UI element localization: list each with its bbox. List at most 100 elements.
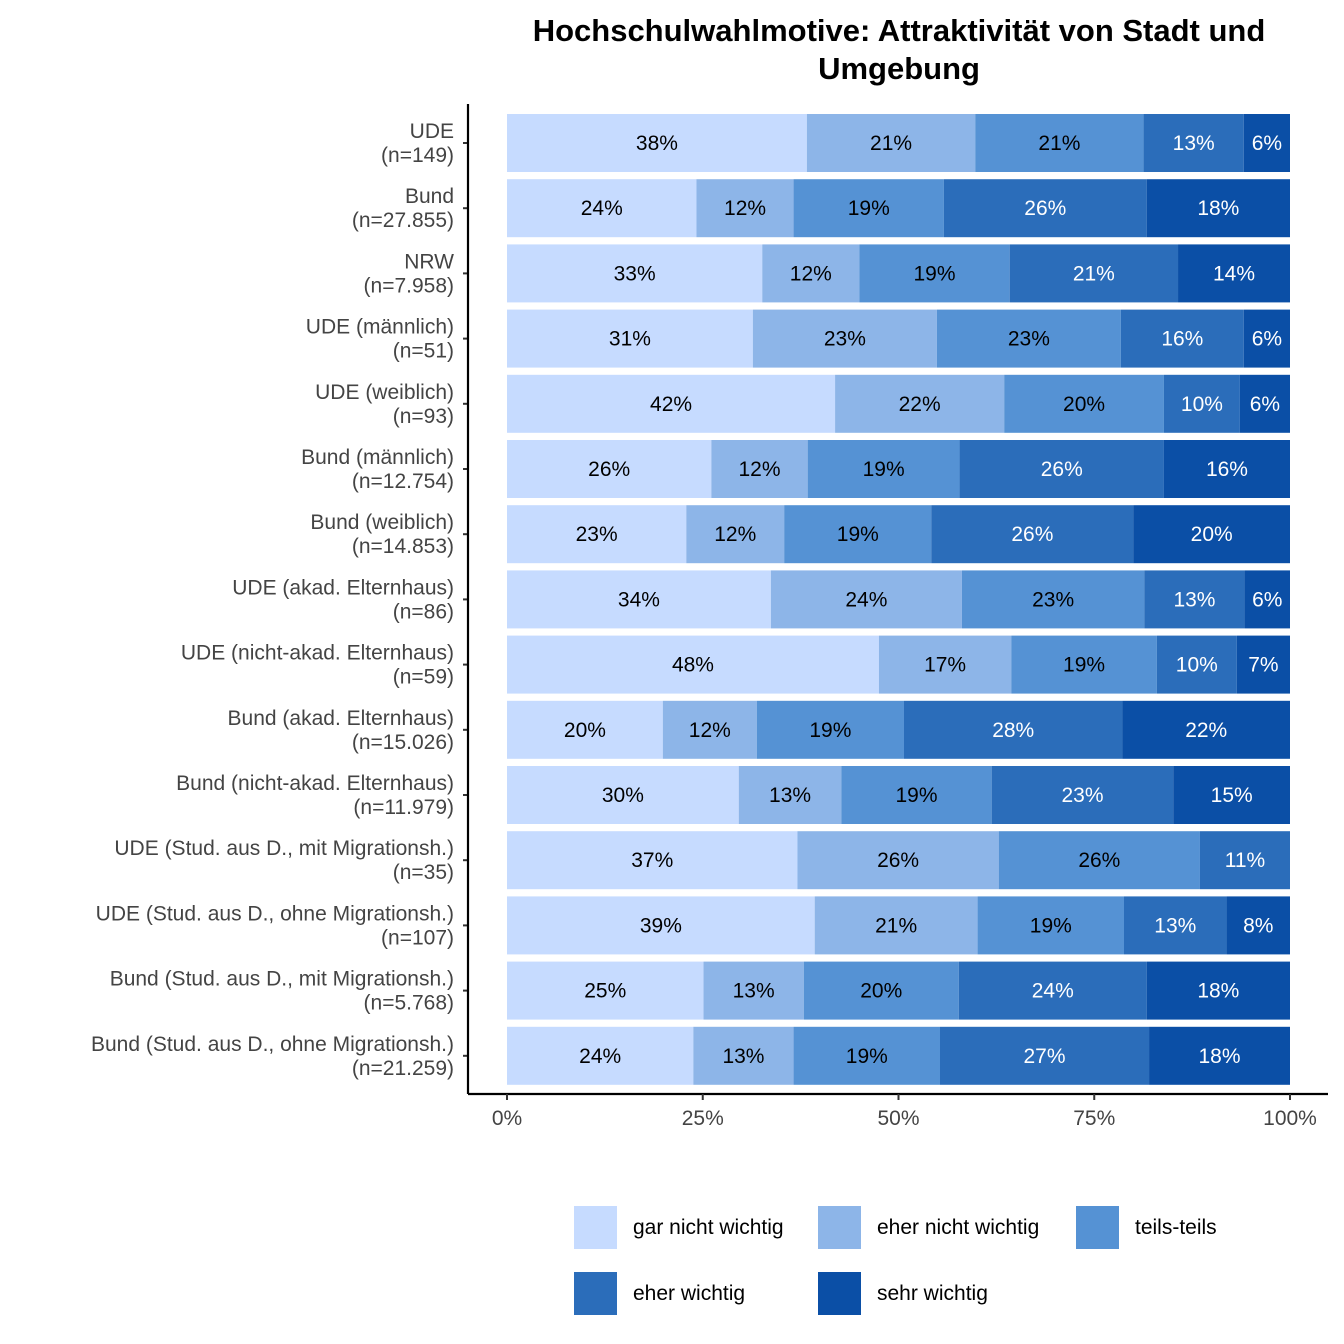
y-tick-label-n: (n=15.026) xyxy=(352,731,454,754)
bar-data-label: 6% xyxy=(1252,328,1282,351)
bar-segment-sehr-wichtig xyxy=(1133,505,1290,564)
legend-label-eher-wichtig: eher wichtig xyxy=(633,1281,746,1305)
bar-segment-sehr-wichtig xyxy=(1236,635,1290,694)
bar-segment-gar-nicht-wichtig xyxy=(507,896,815,955)
legend-label-gar-nicht-wichtig: gar nicht wichtig xyxy=(633,1215,784,1239)
bar-segment-sehr-wichtig xyxy=(1146,179,1290,238)
bar-segment-gar-nicht-wichtig xyxy=(507,179,697,238)
bar-segment-gar-nicht-wichtig xyxy=(507,570,771,629)
bar-segment-gar-nicht-wichtig xyxy=(507,505,687,564)
bar-segment-gar-nicht-wichtig xyxy=(507,635,879,694)
bar-data-label: 26% xyxy=(1024,197,1066,220)
bar-data-label: 19% xyxy=(895,784,937,807)
chart-title: Hochschulwahlmotive: Attraktivität von S… xyxy=(468,12,1330,88)
bars-group xyxy=(507,114,1290,1085)
bar-segment-sehr-wichtig xyxy=(1149,1026,1290,1085)
bar-data-label: 18% xyxy=(1197,197,1239,220)
bar-data-label: 34% xyxy=(618,588,660,611)
bar-data-label: 18% xyxy=(1199,1045,1241,1068)
bar-segment-teils-teils xyxy=(793,179,944,238)
legend-item-teils-teils: teils-teils xyxy=(1076,1206,1217,1249)
y-tick-label-n: (n=51) xyxy=(393,340,454,363)
bar-data-label: 21% xyxy=(1073,262,1115,285)
bar-data-label: 23% xyxy=(824,328,866,351)
bar-data-label: 13% xyxy=(1173,588,1215,611)
bar-segment-sehr-wichtig xyxy=(1226,896,1290,955)
bar-segment-teils-teils xyxy=(803,961,959,1020)
bar-data-label: 26% xyxy=(588,458,630,481)
bar-segment-eher-wichtig xyxy=(1156,635,1237,694)
y-tick-label-n: (n=5.768) xyxy=(364,992,454,1015)
bar-data-label: 7% xyxy=(1248,654,1278,677)
y-tick-label: UDE (akad. Elternhaus) xyxy=(232,576,454,599)
y-tick-label-n: (n=93) xyxy=(393,405,454,428)
bar-data-label: 23% xyxy=(1061,784,1103,807)
legend-item-sehr-wichtig: sehr wichtig xyxy=(818,1272,988,1315)
bar-data-label: 24% xyxy=(581,197,623,220)
bar-data-label: 12% xyxy=(790,262,832,285)
bar-segment-sehr-wichtig xyxy=(1163,440,1290,498)
bar-segment-teils-teils xyxy=(807,440,960,498)
bar-segment-sehr-wichtig xyxy=(1122,700,1290,759)
bar-data-label: 30% xyxy=(602,784,644,807)
bar-data-label: 28% xyxy=(992,719,1034,742)
bar-data-label: 22% xyxy=(1185,719,1227,742)
bar-segment-eher-wichtig xyxy=(1144,570,1245,629)
y-tick-label: UDE (Stud. aus D., mit Migrationsh.) xyxy=(114,837,454,860)
bar-data-label: 13% xyxy=(1173,132,1215,155)
x-tick-label: 25% xyxy=(682,1107,724,1130)
bar-data-label: 19% xyxy=(848,197,890,220)
bar-data-label: 24% xyxy=(1032,980,1074,1003)
bar-segment-eher-nicht-wichtig xyxy=(752,309,937,368)
bar-segment-gar-nicht-wichtig xyxy=(507,440,712,498)
bar-segment-teils-teils xyxy=(841,766,992,824)
bar-data-label: 42% xyxy=(650,393,692,416)
bar-data-label: 24% xyxy=(579,1045,621,1068)
y-tick-label: Bund (akad. Elternhaus) xyxy=(228,707,454,730)
bar-segment-eher-nicht-wichtig xyxy=(696,179,794,238)
y-tick-label-n: (n=21.259) xyxy=(352,1057,454,1080)
bar-segment-teils-teils xyxy=(1011,635,1157,694)
bar-segment-gar-nicht-wichtig xyxy=(507,831,798,890)
bar-data-label: 20% xyxy=(1191,523,1233,546)
y-tick-label-n: (n=86) xyxy=(393,600,454,623)
legend-item-eher-wichtig: eher wichtig xyxy=(574,1272,745,1315)
x-tick-label: 100% xyxy=(1263,1107,1317,1130)
bar-segment-eher-nicht-wichtig xyxy=(703,961,804,1020)
bar-data-label: 20% xyxy=(564,719,606,742)
y-tick-label: UDE (nicht-akad. Elternhaus) xyxy=(181,642,454,665)
bar-segment-eher-nicht-wichtig xyxy=(693,1026,794,1085)
bar-data-label: 6% xyxy=(1250,393,1280,416)
bar-segment-gar-nicht-wichtig xyxy=(507,114,807,172)
bar-data-label: 19% xyxy=(846,1045,888,1068)
bar-data-label: 19% xyxy=(1063,654,1105,677)
bar-segment-eher-wichtig xyxy=(1120,309,1244,368)
bar-segment-sehr-wichtig xyxy=(1243,114,1290,172)
bar-data-label: 21% xyxy=(1038,132,1080,155)
bar-segment-sehr-wichtig xyxy=(1244,570,1290,629)
legend-swatch-gar-nicht-wichtig xyxy=(574,1206,617,1249)
chart-title-line-1: Hochschulwahlmotive: Attraktivität von S… xyxy=(532,13,1266,48)
bar-segment-gar-nicht-wichtig xyxy=(507,374,836,433)
y-tick-label: Bund xyxy=(405,185,454,208)
y-tick-label-n: (n=12.754) xyxy=(352,470,454,493)
bar-segment-sehr-wichtig xyxy=(1146,961,1290,1020)
bar-data-label: 10% xyxy=(1176,654,1218,677)
y-tick-label: Bund (männlich) xyxy=(301,446,454,469)
bar-data-label: 26% xyxy=(1011,523,1053,546)
bar-data-label: 12% xyxy=(739,458,781,481)
bar-data-label: 6% xyxy=(1252,132,1282,155)
y-tick-label: UDE (männlich) xyxy=(306,316,454,339)
bar-segment-eher-wichtig xyxy=(903,700,1123,759)
bar-data-label: 27% xyxy=(1024,1045,1066,1068)
bar-data-label: 13% xyxy=(769,784,811,807)
y-tick-label: Bund (Stud. aus D., ohne Migrationsh.) xyxy=(91,1033,454,1056)
bar-segment-eher-wichtig xyxy=(939,1026,1150,1085)
bar-segment-sehr-wichtig xyxy=(1239,374,1290,433)
y-tick-label-n: (n=149) xyxy=(381,144,454,167)
legend-swatch-eher-nicht-wichtig xyxy=(818,1206,861,1249)
legend-swatch-eher-wichtig xyxy=(574,1272,617,1315)
y-tick-label: Bund (Stud. aus D., mit Migrationsh.) xyxy=(110,968,454,991)
bar-data-label: 37% xyxy=(631,849,673,872)
